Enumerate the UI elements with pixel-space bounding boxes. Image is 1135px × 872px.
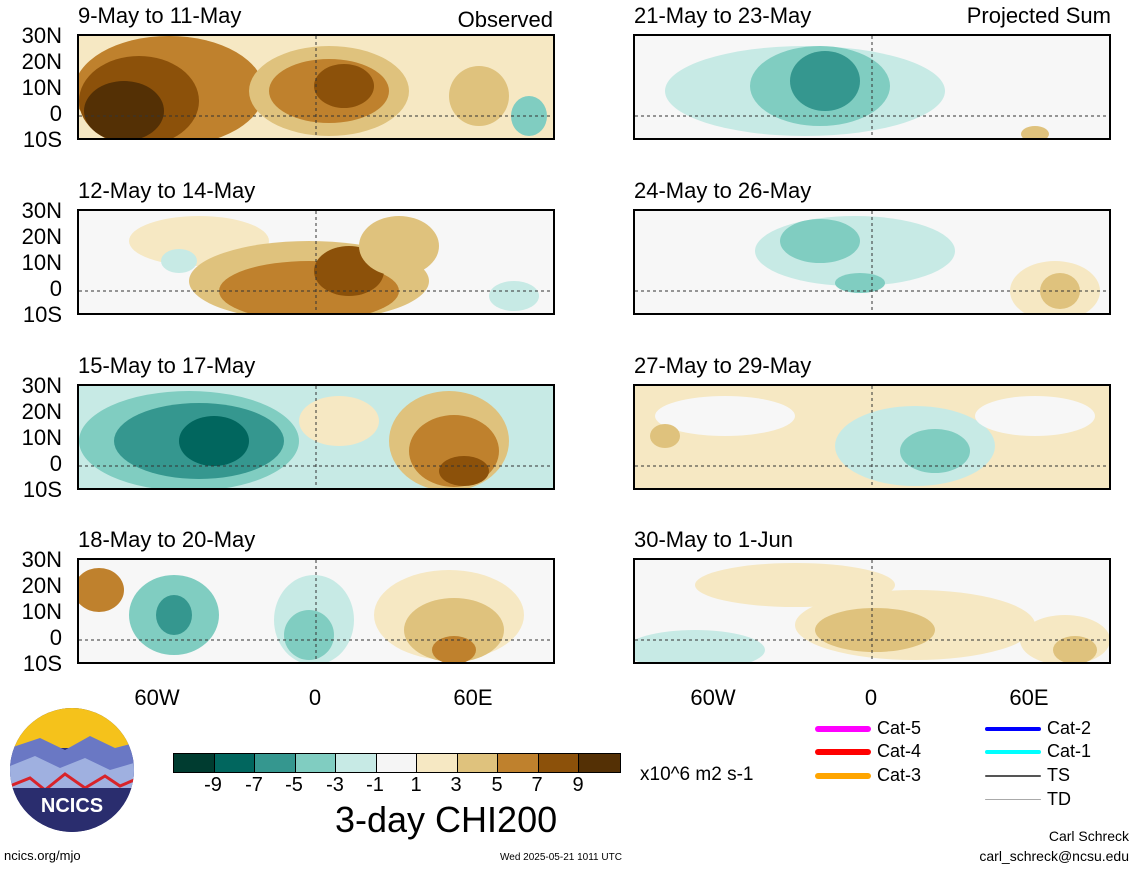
colorbar-tick-label: -5 [285, 774, 303, 796]
legend-line [985, 799, 1041, 800]
legend-label: Cat-5 [877, 718, 922, 738]
lat-label: 20N [21, 224, 62, 249]
lat-label: 30N [21, 198, 62, 223]
lat-label: 10N [21, 75, 62, 100]
lat-label: 10N [21, 599, 62, 624]
legend-line [985, 774, 1041, 777]
legend-line [985, 726, 1041, 731]
panel-title: 27-May to 29-May [634, 353, 812, 378]
map-panel-right-3 [633, 384, 1111, 490]
lat-label: 10S [22, 477, 62, 502]
footer-url: ncics.org/mjo [4, 848, 81, 863]
projected-sum-label: Projected Sum [966, 3, 1111, 28]
colorbar-cell [255, 754, 296, 772]
colorbar-units: x10^6 m2 s-1 [640, 764, 754, 785]
legend-label: TD [1047, 789, 1071, 809]
colorbar-tick-label: 7 [531, 774, 543, 796]
colorbar-cell [174, 754, 215, 772]
legend-label: Cat-1 [1047, 741, 1092, 761]
colorbar-tick-label: 5 [491, 774, 503, 796]
lat-label: 30N [21, 547, 62, 572]
lat-label: 20N [21, 399, 62, 424]
footer-timestamp: Wed 2025-05-21 1011 UTC [500, 852, 622, 863]
map-panel-right-4 [633, 558, 1111, 664]
map-panel-right-1 [633, 34, 1111, 140]
lon-label: 60W [690, 685, 736, 710]
panel-title: 12-May to 14-May [78, 178, 256, 203]
lat-label: 30N [21, 373, 62, 398]
colorbar-title: 3-day CHI200 [335, 799, 558, 840]
panel-title: 18-May to 20-May [78, 527, 256, 552]
colorbar [173, 753, 621, 773]
lat-label: 0 [49, 625, 62, 650]
lat-label: 20N [21, 49, 62, 74]
colorbar-cell [457, 754, 498, 772]
legend-cat2: Cat-2 [985, 718, 1091, 739]
colorbar-tick-label: 9 [572, 774, 584, 796]
colorbar-tick-label: -9 [204, 774, 222, 796]
colorbar-cell [538, 754, 579, 772]
lat-label: 20N [21, 573, 62, 598]
colorbar-cell [417, 754, 458, 772]
colorbar-tick-label: 3 [450, 774, 462, 796]
lat-label: 10N [21, 250, 62, 275]
lat-label: 0 [49, 276, 62, 301]
logo-text: NCICS [41, 795, 103, 817]
colorbar-cell [376, 754, 417, 772]
lat-label: 30N [21, 23, 62, 48]
lon-label: 0 [864, 685, 878, 710]
colorbar-tick-label: -7 [245, 774, 263, 796]
legend-ts: TS [985, 765, 1070, 786]
colorbar-tick-label: -3 [326, 774, 344, 796]
map-panel-left-4 [77, 558, 555, 664]
map-panel-left-3 [77, 384, 555, 490]
legend-label: Cat-2 [1047, 718, 1092, 738]
lon-label: 60E [453, 685, 493, 710]
lat-label: 0 [49, 101, 62, 126]
colorbar-tick-label: -1 [366, 774, 384, 796]
footer-email: carl_schreck@ncsu.edu [979, 848, 1129, 864]
legend-line [815, 725, 871, 732]
legend-label: TS [1047, 765, 1071, 785]
lat-label: 10S [22, 127, 62, 152]
panel-title: 15-May to 17-May [78, 353, 256, 378]
colorbar-cell [579, 754, 620, 772]
legend-cat3: Cat-3 [815, 765, 921, 786]
map-panel-right-2 [633, 209, 1111, 315]
legend-line [815, 772, 871, 779]
lat-label: 0 [49, 451, 62, 476]
lon-label: 0 [308, 685, 322, 710]
legend-cat1: Cat-1 [985, 741, 1091, 762]
map-panel-left-2 [77, 209, 555, 315]
panel-title: 24-May to 26-May [634, 178, 812, 203]
legend-label: Cat-3 [877, 765, 922, 785]
footer-author: Carl Schreck [1048, 828, 1129, 844]
lon-label: 60E [1009, 685, 1049, 710]
colorbar-tick-label: 1 [410, 774, 422, 796]
legend-line [985, 749, 1041, 754]
map-panel-left-1 [77, 34, 555, 140]
legend-cat5: Cat-5 [815, 718, 921, 739]
legend-td: TD [985, 789, 1071, 810]
legend-cat4: Cat-4 [815, 741, 921, 762]
lat-label: 10N [21, 425, 62, 450]
panel-title: 30-May to 1-Jun [634, 527, 793, 552]
observed-label: Observed [457, 7, 553, 32]
lat-label: 10S [22, 651, 62, 676]
panel-title: 21-May to 23-May [634, 3, 812, 28]
lat-label: 10S [22, 302, 62, 327]
colorbar-cell [214, 754, 255, 772]
colorbar-cell [498, 754, 539, 772]
colorbar-cell [295, 754, 336, 772]
ncics-logo: NCICS [10, 708, 134, 832]
legend-line [815, 748, 871, 755]
colorbar-cell [336, 754, 377, 772]
lon-label: 60W [134, 685, 180, 710]
legend-label: Cat-4 [877, 741, 922, 761]
panel-title: 9-May to 11-May [78, 3, 242, 28]
